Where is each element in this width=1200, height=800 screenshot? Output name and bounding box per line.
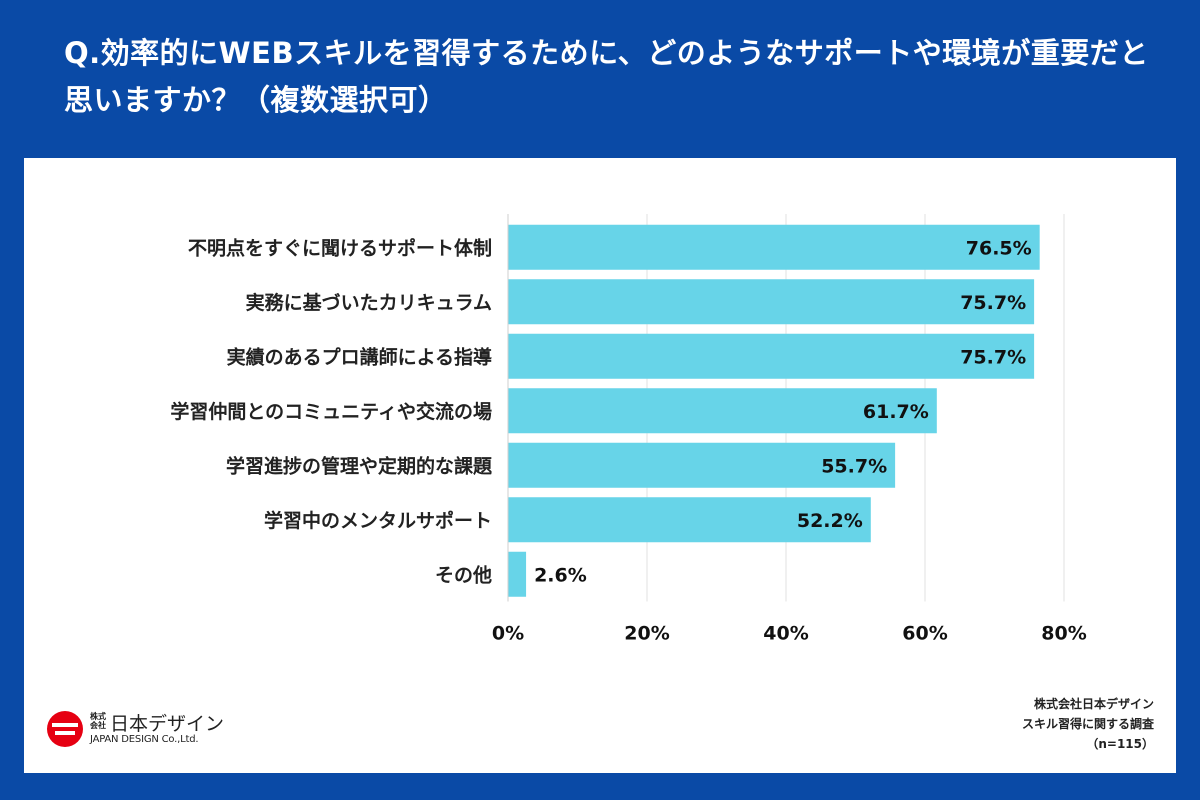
bar-4	[508, 388, 937, 434]
value-label: 52.2%	[797, 510, 863, 532]
category-label: 不明点をすぐに聞けるサポート体制	[188, 236, 492, 259]
value-label: 75.7%	[960, 346, 1026, 368]
source-line-survey: スキル習得に関する調査	[1021, 717, 1154, 731]
logo-company-name-en: JAPAN DESIGN Co.,Ltd.	[90, 734, 199, 745]
source-line-company: 株式会社日本デザイン	[1033, 697, 1154, 711]
category-label: 学習進捗の管理や定期的な課題	[226, 454, 493, 477]
x-tick-label: 60%	[902, 623, 947, 645]
bar-3	[508, 333, 1035, 379]
value-label: 55.7%	[821, 455, 887, 477]
bar-7	[508, 551, 527, 597]
category-label: 実績のあるプロ講師による指導	[227, 345, 492, 368]
company-logo: 株式会社 日本デザイン JAPAN DESIGN Co.,Ltd.	[46, 706, 246, 756]
x-tick-label: 0%	[492, 623, 524, 645]
bar-1	[508, 224, 1040, 270]
category-label: 学習中のメンタルサポート	[264, 509, 492, 532]
logo-company-type: 株式会社	[90, 712, 106, 730]
category-label: 学習仲間とのコミュニティや交流の場	[170, 400, 492, 423]
bar-2	[508, 279, 1035, 325]
x-tick-label: 80%	[1041, 623, 1086, 645]
x-tick-label: 40%	[763, 623, 808, 645]
source-note: 株式会社日本デザイン スキル習得に関する調査 （n=115）	[1022, 694, 1154, 754]
chart-title: Q.効率的にWEBスキルを習得するために、どのようなサポートや環境が重要だと思い…	[64, 36, 1149, 117]
value-label: 61.7%	[863, 401, 929, 423]
category-label: その他	[435, 563, 492, 586]
bar-5	[508, 442, 896, 488]
source-line-sample: （n=115）	[1086, 737, 1154, 751]
value-label: 76.5%	[966, 237, 1032, 259]
bar-chart: 不明点をすぐに聞けるサポート体制 76.5% 実務に基づいたカリキュラム 75.7% 実…	[170, 214, 1087, 645]
x-tick-label: 20%	[624, 623, 669, 645]
japan-design-logo-icon	[47, 711, 83, 747]
value-label: 75.7%	[960, 292, 1026, 314]
bar-6	[508, 497, 871, 543]
category-label: 実務に基づいたカリキュラム	[246, 291, 492, 314]
chart-panel: 不明点をすぐに聞けるサポート体制 76.5% 実務に基づいたカリキュラム 75.7% 実…	[24, 158, 1176, 773]
logo-company-name: 日本デザイン	[110, 713, 225, 735]
value-label: 2.6%	[534, 564, 587, 586]
